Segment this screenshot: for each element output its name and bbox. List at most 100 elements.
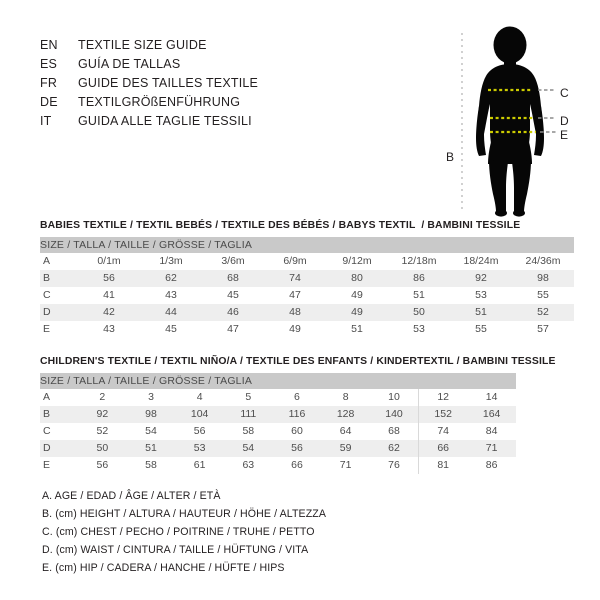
cell: 57 [512,321,574,338]
children-table-header-row: SIZE / TALLA / TAILLE / GRÖSSE / TAGLIA [40,373,516,389]
language-title-de: TEXTILGRÖßENFÜHRUNG [78,95,241,109]
cell: 98 [126,406,176,423]
table-row: D 42 44 46 48 49 50 51 52 [40,304,574,321]
cell: 56 [272,440,322,457]
cell: 58 [223,423,273,440]
cell: 111 [223,406,273,423]
cell: 71 [467,440,516,457]
cell: 86 [388,270,450,287]
cell: 12/18m [388,253,450,270]
table-row: E 56 58 61 63 66 71 76 81 86 [40,457,516,474]
cell: 6/9m [264,253,326,270]
cell: 86 [467,457,516,474]
table-row: C 41 43 45 47 49 51 53 55 [40,287,574,304]
cell: 9/12m [326,253,388,270]
cell: 74 [264,270,326,287]
cell: 80 [326,270,388,287]
cell: 2 [78,389,127,406]
cell: 41 [78,287,140,304]
cell: 62 [369,440,419,457]
cell: 49 [326,304,388,321]
cell: 12 [418,389,468,406]
children-section-title: CHILDREN'S TEXTILE / TEXTIL NIÑO/A / TEX… [40,356,556,367]
row-label: B [40,270,78,287]
language-title-list: EN TEXTILE SIZE GUIDE ES GUÍA DE TALLAS … [40,38,340,133]
row-label: A [40,253,78,270]
cell: 92 [450,270,512,287]
cell: 43 [78,321,140,338]
cell: 49 [264,321,326,338]
cell: 50 [388,304,450,321]
cell: 60 [272,423,322,440]
cell: 58 [126,457,176,474]
cell: 24/36m [512,253,574,270]
cell: 92 [78,406,127,423]
row-label: E [40,321,78,338]
cell: 164 [467,406,516,423]
row-label: C [40,287,78,304]
table-row: B 56 62 68 74 80 86 92 98 [40,270,574,287]
language-row-fr: FR GUIDE DES TAILLES TEXTILE [40,76,340,95]
cell: 152 [418,406,468,423]
cell: 52 [512,304,574,321]
table-row: A 0/1m 1/3m 3/6m 6/9m 9/12m 12/18m 18/24… [40,253,574,270]
cell: 49 [326,287,388,304]
cell: 63 [223,457,273,474]
cell: 50 [78,440,127,457]
cell: 53 [388,321,450,338]
language-row-en: EN TEXTILE SIZE GUIDE [40,38,340,57]
cell: 0/1m [78,253,140,270]
cell: 51 [126,440,176,457]
cell: 3 [126,389,176,406]
babies-header-label: SIZE / TALLA / TAILLE / GRÖSSE / TAGLIA [40,237,574,253]
cell: 68 [202,270,264,287]
row-label: C [40,423,78,440]
cell: 3/6m [202,253,264,270]
cell: 66 [272,457,322,474]
cell: 55 [512,287,574,304]
diagram-label-b: B [446,150,455,164]
babies-size-table: SIZE / TALLA / TAILLE / GRÖSSE / TAGLIA … [40,237,574,338]
table-row: E 43 45 47 49 51 53 55 57 [40,321,574,338]
cell: 61 [175,457,224,474]
row-label: B [40,406,78,423]
cell: 42 [78,304,140,321]
cell: 54 [223,440,273,457]
row-label: D [40,304,78,321]
cell: 1/3m [140,253,202,270]
diagram-label-e: E [560,128,569,142]
cell: 81 [418,457,468,474]
legend-item-b: B. (cm) HEIGHT / ALTURA / HAUTEUR / HÖHE… [42,508,327,520]
language-row-de: DE TEXTILGRÖßENFÜHRUNG [40,95,340,114]
cell: 55 [450,321,512,338]
language-title-it: GUIDA ALLE TAGLIE TESSILI [78,114,252,128]
cell: 56 [78,457,127,474]
cell: 10 [369,389,419,406]
cell: 128 [321,406,370,423]
cell: 51 [450,304,512,321]
cell: 116 [272,406,322,423]
babies-table-body: SIZE / TALLA / TAILLE / GRÖSSE / TAGLIA … [40,237,574,338]
cell: 53 [175,440,224,457]
diagram-label-c: C [560,86,569,100]
babies-section-title: BABIES TEXTILE / TEXTIL BEBÉS / TEXTILE … [40,220,521,231]
language-code-es: ES [40,57,58,71]
children-table-body: SIZE / TALLA / TAILLE / GRÖSSE / TAGLIA … [40,373,516,474]
cell: 84 [467,423,516,440]
cell: 56 [78,270,140,287]
cell: 64 [321,423,370,440]
measurement-legend: A. AGE / EDAD / ÂGE / ALTER / ETÀ B. (cm… [42,487,372,577]
cell: 51 [388,287,450,304]
cell: 43 [140,287,202,304]
cell: 71 [321,457,370,474]
cell: 53 [450,287,512,304]
legend-item-e: E. (cm) HIP / CADERA / HANCHE / HÜFTE / … [42,562,285,574]
children-header-label: SIZE / TALLA / TAILLE / GRÖSSE / TAGLIA [40,373,516,389]
table-row: D 50 51 53 54 56 59 62 66 71 [40,440,516,457]
child-silhouette-icon [461,26,556,217]
cell: 59 [321,440,370,457]
babies-table-header-row: SIZE / TALLA / TAILLE / GRÖSSE / TAGLIA [40,237,574,253]
cell: 62 [140,270,202,287]
legend-item-a: A. AGE / EDAD / ÂGE / ALTER / ETÀ [42,490,221,502]
cell: 18/24m [450,253,512,270]
